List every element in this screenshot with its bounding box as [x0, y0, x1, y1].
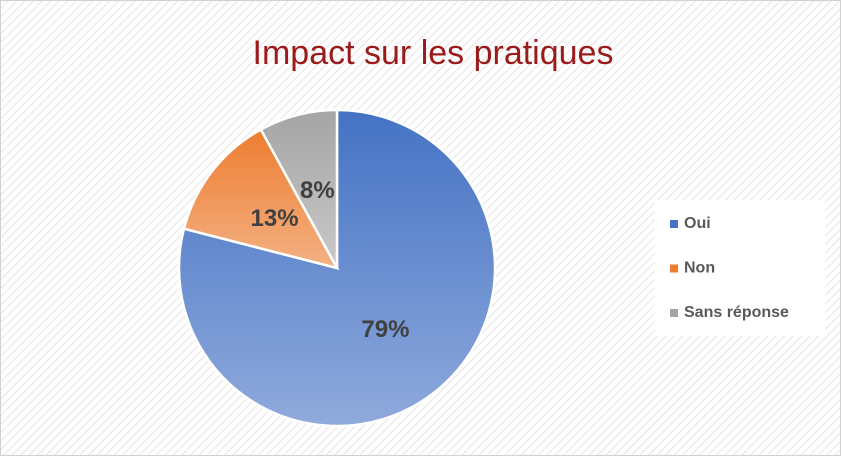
pie-slice	[259, 108, 339, 269]
data-label: 13%	[251, 205, 299, 232]
legend-label: Sans réponse	[684, 304, 789, 321]
legend-box	[655, 200, 825, 336]
data-label: 8%	[300, 177, 335, 204]
legend-label: Oui	[684, 215, 711, 232]
pie-slice	[182, 127, 340, 270]
chart-title: Impact sur les pratiques	[253, 34, 614, 72]
legend-marker	[670, 264, 678, 273]
legend-label: Non	[684, 260, 715, 277]
pie-slice	[177, 108, 497, 428]
legend-marker	[670, 309, 678, 317]
legend-marker	[670, 220, 678, 228]
data-label: 79%	[361, 316, 409, 343]
